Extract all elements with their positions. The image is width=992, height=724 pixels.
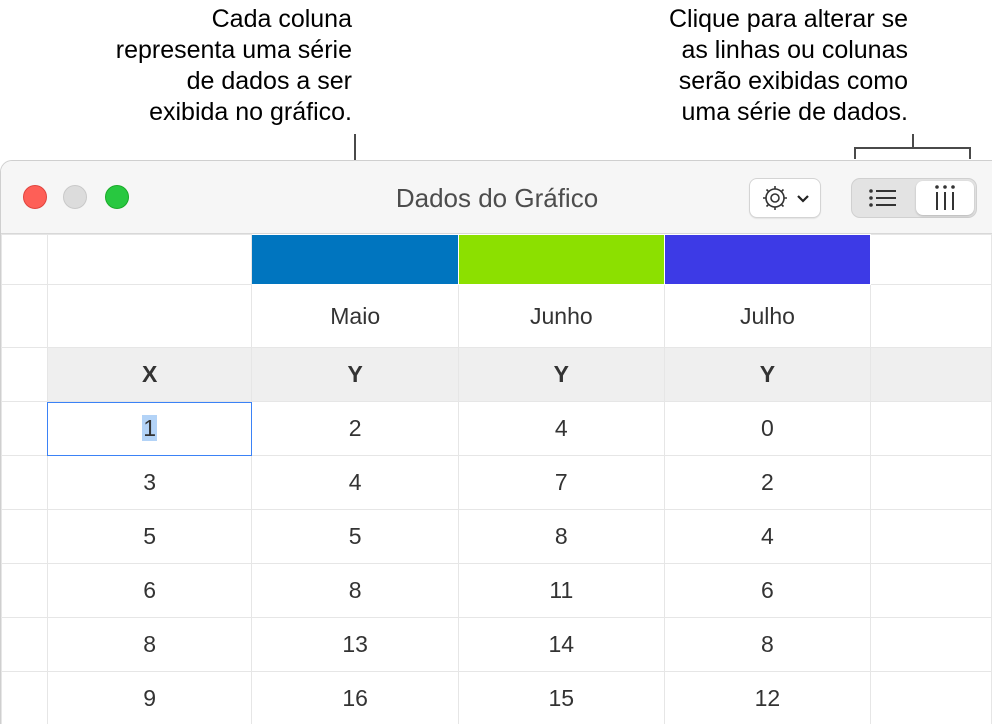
row-header-cell[interactable] <box>1 671 48 724</box>
row-header-cell[interactable] <box>1 455 48 510</box>
data-cell[interactable]: 2 <box>663 455 872 510</box>
table-row: 6 8 11 6 <box>1 563 992 618</box>
callout-line: serão exibidas como <box>678 67 908 95</box>
title-bar: Dados do Gráfico <box>1 161 992 234</box>
data-cell[interactable]: 8 <box>458 509 665 564</box>
row-header-cell[interactable] <box>1 401 48 456</box>
data-cell[interactable]: 4 <box>458 401 665 456</box>
empty-cell[interactable] <box>870 455 992 510</box>
empty-cell[interactable] <box>870 401 992 456</box>
series-color-swatch[interactable] <box>251 234 459 285</box>
minimize-button[interactable] <box>63 185 87 209</box>
series-name-cell[interactable]: Maio <box>251 284 459 348</box>
data-cell[interactable]: 4 <box>663 509 872 564</box>
data-cell[interactable]: 13 <box>251 617 459 672</box>
chevron-down-icon <box>797 195 809 203</box>
table-row: 5 5 8 4 <box>1 509 992 564</box>
data-cell[interactable]: 9 <box>46 671 253 724</box>
empty-header-cell[interactable] <box>46 284 253 348</box>
selected-text: 1 <box>142 415 158 441</box>
empty-cell[interactable] <box>870 234 992 285</box>
row-header-cell <box>1 234 48 285</box>
data-cell-selected[interactable]: 1 <box>46 401 253 456</box>
gear-menu-button[interactable] <box>749 178 821 218</box>
data-cell[interactable]: 6 <box>46 563 253 618</box>
chart-data-table: Maio Junho Julho X Y Y Y 1 2 4 0 3 4 7 2 <box>1 234 992 724</box>
data-cell[interactable]: 8 <box>663 617 872 672</box>
series-name-row: Maio Junho Julho <box>1 284 992 348</box>
callout-bracket <box>854 147 856 159</box>
row-header-cell[interactable] <box>1 509 48 564</box>
data-cell[interactable]: 7 <box>458 455 665 510</box>
data-cell[interactable]: 8 <box>46 617 253 672</box>
table-row: 3 4 7 2 <box>1 455 992 510</box>
data-cell[interactable]: 0 <box>663 401 872 456</box>
table-row: 1 2 4 0 <box>1 401 992 456</box>
series-color-swatch[interactable] <box>458 234 665 285</box>
axis-header-cell: Y <box>458 347 665 402</box>
callout-line: Cada coluna <box>211 5 352 33</box>
row-header-cell[interactable] <box>1 617 48 672</box>
callout-bracket <box>969 147 971 159</box>
series-color-row <box>1 234 992 285</box>
data-cell[interactable]: 3 <box>46 455 253 510</box>
gear-icon <box>763 186 787 210</box>
axis-header-cell: Y <box>251 347 459 402</box>
row-header-cell <box>1 284 48 348</box>
callout-line: exibida no gráfico. <box>149 98 352 126</box>
data-cell[interactable]: 2 <box>251 401 459 456</box>
callout-line: as linhas ou colunas <box>681 36 908 64</box>
list-icon <box>869 189 896 207</box>
table-row: 8 13 14 8 <box>1 617 992 672</box>
callout-line: representa uma série <box>115 36 352 64</box>
series-name-cell[interactable]: Julho <box>663 284 872 348</box>
axis-header-cell: Y <box>663 347 872 402</box>
columns-as-series-button[interactable] <box>916 181 974 215</box>
close-button[interactable] <box>23 185 47 209</box>
row-header-cell[interactable] <box>1 563 48 618</box>
data-cell[interactable]: 4 <box>251 455 459 510</box>
chart-data-window: Dados do Gráfico <box>0 160 992 724</box>
callout-line: de dados a ser <box>186 67 352 95</box>
data-cell[interactable]: 16 <box>251 671 459 724</box>
axis-header-row: X Y Y Y <box>1 347 992 402</box>
data-cell[interactable]: 5 <box>251 509 459 564</box>
empty-cell[interactable] <box>870 671 992 724</box>
series-toggle-control <box>851 178 977 218</box>
callout-series-column: Cada coluna representa uma série de dado… <box>116 4 352 128</box>
callout-series-toggle: Clique para alterar se as linhas ou colu… <box>669 4 908 128</box>
data-cell[interactable]: 8 <box>251 563 459 618</box>
table-row: 9 16 15 12 <box>1 671 992 724</box>
series-name-cell[interactable]: Junho <box>458 284 665 348</box>
empty-cell[interactable] <box>870 284 992 348</box>
callout-bracket <box>854 147 971 149</box>
data-cell[interactable]: 14 <box>458 617 665 672</box>
callout-leader-line <box>912 134 914 148</box>
empty-cell <box>870 347 992 402</box>
axis-header-cell: X <box>46 347 253 402</box>
empty-cell[interactable] <box>870 617 992 672</box>
row-header-cell <box>1 347 48 402</box>
empty-cell[interactable] <box>870 563 992 618</box>
empty-cell[interactable] <box>870 509 992 564</box>
columns-icon <box>935 185 955 210</box>
data-cell[interactable]: 15 <box>458 671 665 724</box>
rows-as-series-button[interactable] <box>854 181 912 215</box>
callout-line: uma série de dados. <box>681 98 908 126</box>
data-cell[interactable]: 6 <box>663 563 872 618</box>
data-cell[interactable]: 11 <box>458 563 665 618</box>
callout-line: Clique para alterar se <box>668 5 908 33</box>
empty-header-cell <box>46 234 253 285</box>
window-title: Dados do Gráfico <box>395 183 599 213</box>
data-cell[interactable]: 5 <box>46 509 253 564</box>
data-cell[interactable]: 12 <box>663 671 872 724</box>
maximize-button[interactable] <box>105 185 129 209</box>
series-color-swatch[interactable] <box>664 234 871 285</box>
